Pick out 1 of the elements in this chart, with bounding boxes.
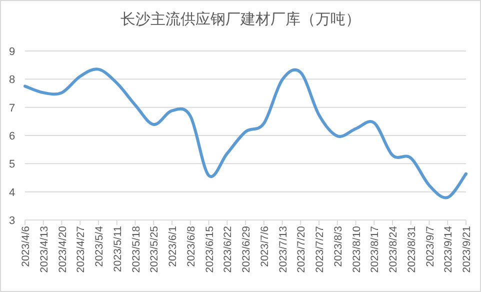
title: 长沙主流供应钢厂建材厂库（万吨）	[120, 11, 360, 28]
